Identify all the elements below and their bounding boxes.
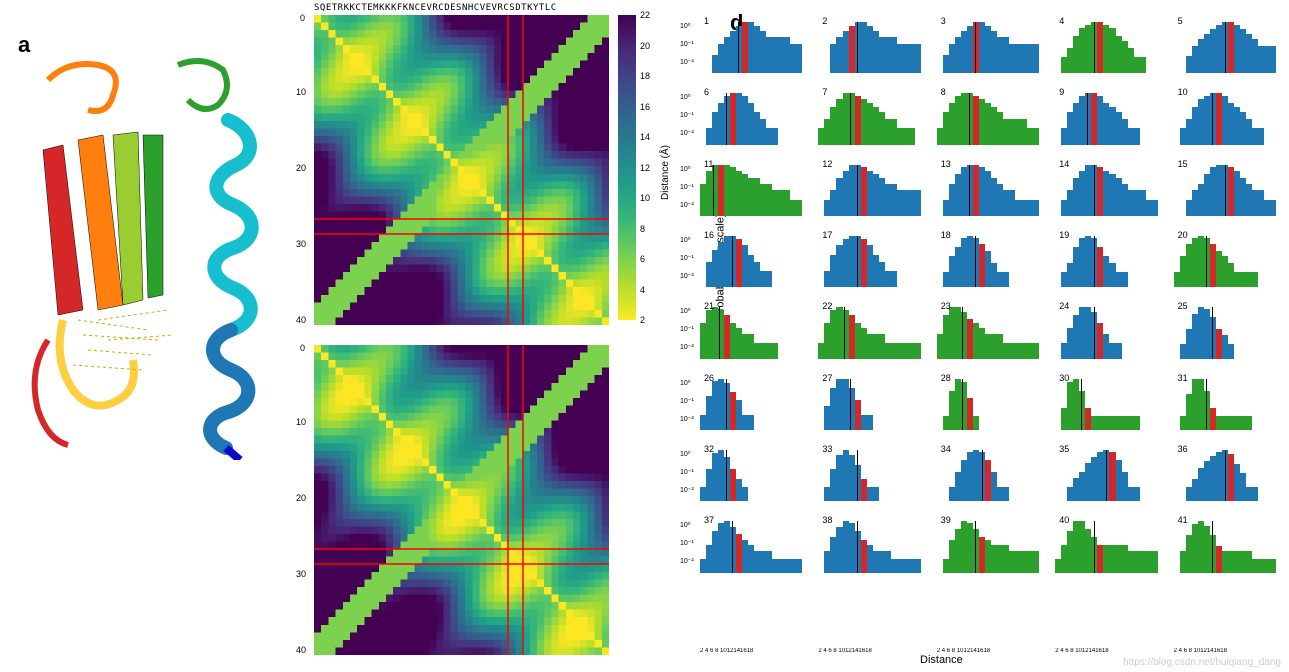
histogram-cell: 2610⁰10⁻¹10⁻²: [688, 371, 804, 440]
ytick: 20: [296, 493, 306, 503]
histogram-cell: 13: [925, 157, 1041, 226]
histogram-cell: 5: [1162, 14, 1278, 83]
watermark: https://blog.csdn.net/huiqiang_dang: [1123, 657, 1281, 668]
cb-tick: 16: [640, 102, 650, 112]
histogram-cell: 2 4 6 8 1012141618: [1162, 585, 1278, 654]
histogram-cell: 20: [1162, 228, 1278, 297]
histogram-cell: 7: [806, 85, 922, 154]
histogram-cell: 15: [1162, 157, 1278, 226]
histogram-cell: 4: [1043, 14, 1159, 83]
histogram-cell: 31: [1162, 371, 1278, 440]
histogram-cell: 1610⁰10⁻¹10⁻²: [688, 228, 804, 297]
cb-tick: 4: [640, 285, 645, 295]
histogram-cell: 30: [1043, 371, 1159, 440]
histogram-cell: 1110⁰10⁻¹10⁻²: [688, 157, 804, 226]
histogram-cell: 25: [1162, 299, 1278, 368]
cb-tick: 22: [640, 10, 650, 20]
histogram-cell: 17: [806, 228, 922, 297]
heatmap-b-overlay: [314, 15, 609, 325]
aa-sequence-labels: SQETRKKCTEMKKKFKNCEVRCDESNHCVEVRCSDTKYTL…: [314, 3, 557, 13]
heatmap-c-overlay: [314, 345, 609, 655]
histogram-cell: 3210⁰10⁻¹10⁻²: [688, 442, 804, 511]
histogram-cell: 27: [806, 371, 922, 440]
ytick: 10: [296, 87, 306, 97]
histogram-cell: 33: [806, 442, 922, 511]
ytick: 0: [300, 343, 305, 353]
cb-tick: 10: [640, 193, 650, 203]
histogram-xlabel: Distance: [920, 654, 963, 666]
histogram-cell: 2 4 6 8 1012141618: [806, 585, 922, 654]
histogram-cell: 110⁰10⁻¹10⁻²: [688, 14, 804, 83]
histogram-grid: 110⁰10⁻¹10⁻²2345610⁰10⁻¹10⁻²789101110⁰10…: [688, 14, 1278, 654]
histogram-cell: 3: [925, 14, 1041, 83]
histogram-cell: 2110⁰10⁻¹10⁻²: [688, 299, 804, 368]
histogram-cell: 23: [925, 299, 1041, 368]
histogram-cell: 38: [806, 513, 922, 582]
histogram-cell: 39: [925, 513, 1041, 582]
histogram-cell: 40: [1043, 513, 1159, 582]
histogram-cell: 2: [806, 14, 922, 83]
cb-tick: 6: [640, 254, 645, 264]
ytick: 0: [300, 13, 305, 23]
histogram-cell: 2 4 6 8 1012141618: [925, 585, 1041, 654]
ytick: 20: [296, 163, 306, 173]
histogram-cell: 610⁰10⁻¹10⁻²: [688, 85, 804, 154]
colorbar: 22 20 18 16 14 12 10 8 6 4 2: [618, 15, 636, 320]
histogram-cell: 2 4 6 8 1012141618: [1043, 585, 1159, 654]
ytick: 30: [296, 569, 306, 579]
cb-tick: 20: [640, 41, 650, 51]
histogram-cell: 10: [1162, 85, 1278, 154]
histogram-cell: 14: [1043, 157, 1159, 226]
cb-tick: 12: [640, 163, 650, 173]
histogram-cell: 22: [806, 299, 922, 368]
ytick: 30: [296, 239, 306, 249]
histogram-cell: 9: [1043, 85, 1159, 154]
histogram-cell: 18: [925, 228, 1041, 297]
cb-tick: 14: [640, 132, 650, 142]
ytick: 10: [296, 417, 306, 427]
histogram-cell: 24: [1043, 299, 1159, 368]
heatmap-c: c 0 10 20 30 40: [300, 335, 610, 665]
histogram-cell: 8: [925, 85, 1041, 154]
colorbar-label: Distance (Å): [660, 145, 671, 200]
cb-tick: 18: [640, 71, 650, 81]
histogram-cell: 3710⁰10⁻¹10⁻²: [688, 513, 804, 582]
histogram-cell: 36: [1162, 442, 1278, 511]
histogram-cell: 19: [1043, 228, 1159, 297]
heatmap-b: SQETRKKCTEMKKKFKNCEVRCDESNHCVEVRCSDTKYTL…: [300, 5, 610, 335]
cb-tick: 8: [640, 224, 645, 234]
histogram-cell: 28: [925, 371, 1041, 440]
histogram-cell: 35: [1043, 442, 1159, 511]
histogram-cell: 2 4 6 8 1012141618: [688, 585, 804, 654]
ribbon: [35, 61, 252, 460]
protein-structure: [8, 40, 283, 460]
histogram-cell: 41: [1162, 513, 1278, 582]
ytick: 40: [296, 645, 306, 655]
ytick: 40: [296, 315, 306, 325]
histogram-cell: 12: [806, 157, 922, 226]
histogram-cell: 34: [925, 442, 1041, 511]
cb-tick: 2: [640, 315, 645, 325]
